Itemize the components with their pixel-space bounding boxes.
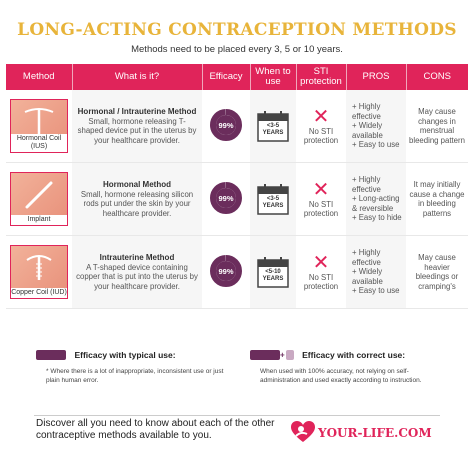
cross-icon: ✕ — [312, 179, 330, 201]
header-what: What is it? — [72, 64, 203, 90]
legend-typical: Efficacy with typical use: * Where there… — [36, 346, 226, 385]
method-cell: Implant — [6, 162, 72, 236]
efficacy-ring: 99% — [210, 182, 242, 214]
logo-text: YOUR-LIFE.COM — [318, 426, 432, 440]
efficacy-cell: 99% — [202, 235, 250, 309]
efficacy-value: 99% — [218, 267, 233, 276]
sti-cell: ✕ No STI protection — [296, 162, 346, 236]
method-cell: Copper Coil (IUD) — [6, 235, 72, 309]
efficacy-ring: 99% — [210, 109, 242, 141]
header-efficacy: Efficacy — [202, 64, 251, 90]
legend-correct-note: When used with 100% accuracy, not relyin… — [260, 368, 422, 384]
page-subtitle: Methods need to be placed every 3, 5 or … — [131, 44, 343, 55]
footer-divider — [34, 415, 440, 416]
implant-image: Implant — [10, 172, 68, 226]
discover-text: Discover all you need to know about each… — [36, 418, 275, 441]
when-cell: <5-10 YEARS — [250, 235, 296, 309]
copper-coil-image: Copper Coil (IUD) — [10, 245, 68, 299]
sti-text: No STI protection — [303, 127, 339, 145]
legend-correct-title: Efficacy with correct use: — [302, 349, 406, 360]
cons-cell: May cause changes in menstrual bleeding … — [406, 90, 468, 163]
what-cell: Intrauterine Method A T-shaped device co… — [72, 235, 202, 309]
pro-item: + Long-acting & reversible — [352, 194, 400, 213]
cross-icon: ✕ — [312, 106, 330, 128]
efficacy-cell: 99% — [202, 90, 250, 163]
header-cons: CONS — [406, 64, 468, 90]
header-sti: STI protection — [296, 64, 347, 90]
pro-item: + Easy to use — [352, 286, 400, 296]
cross-icon: ✕ — [312, 252, 330, 274]
sti-cell: ✕ No STI protection — [296, 90, 346, 163]
when-cell: <3-5 YEARS — [250, 162, 296, 236]
pros-cell: + Highly effective + Widely available + … — [346, 235, 406, 309]
what-cell: Hormonal Method Small, hormone releasing… — [72, 162, 202, 236]
what-desc: Small, hormone releasing silicon rods pu… — [80, 189, 194, 218]
calendar-icon: <5-10 YEARS — [256, 255, 290, 289]
calendar-icon: <3-5 YEARS — [256, 182, 290, 216]
efficacy-value: 99% — [218, 194, 233, 203]
header-method: Method — [6, 64, 73, 90]
table-header-row: Method What is it? Efficacy When to use … — [6, 64, 468, 90]
site-logo: YOUR-LIFE.COM — [290, 420, 450, 444]
efficacy-cell: 99% — [202, 162, 250, 236]
calendar-icon: <3-5 YEARS — [256, 109, 290, 143]
sti-text: No STI protection — [303, 200, 339, 218]
cons-cell: May cause heavier bleedings or cramping'… — [406, 235, 468, 309]
efficacy-disc — [216, 261, 236, 281]
legend-correct: + Efficacy with correct use: When used w… — [250, 346, 440, 385]
legend-typical-title: Efficacy with typical use: — [74, 349, 176, 360]
pro-item: + Widely available — [352, 267, 383, 286]
pros-cell: + Highly effective + Widely available + … — [346, 90, 406, 163]
efficacy-disc — [216, 188, 236, 208]
what-cell: Hormonal / Intrauterine Method Small, ho… — [72, 90, 202, 163]
plus-icon: + — [280, 350, 285, 360]
what-desc: Small, hormone releasing T-shaped device… — [77, 116, 197, 145]
when-cell: <3-5 YEARS — [250, 90, 296, 163]
legend-typical-note: * Where there is a lot of inappropriate,… — [46, 368, 224, 384]
page-title: LONG-ACTING CONTRACEPTION METHODS — [17, 20, 457, 40]
table-row: Implant Hormonal Method Small, hormone r… — [6, 162, 468, 236]
thumb-caption: Copper Coil (IUD) — [11, 288, 67, 298]
what-desc: A T-shaped device containing copper that… — [76, 262, 198, 291]
method-cell: Hormonal Coil (IUS) — [6, 90, 72, 163]
pro-item: + Highly effective — [352, 248, 381, 267]
heart-logo-icon — [291, 421, 315, 442]
pro-item: + Highly effective — [352, 175, 381, 194]
sti-text: No STI protection — [303, 273, 339, 291]
header-when: When to use — [250, 64, 297, 90]
cons-cell: It may initially cause a change in bleed… — [406, 162, 468, 236]
what-title: Intrauterine Method — [99, 253, 175, 262]
header-pros: PROS — [346, 64, 407, 90]
what-title: Hormonal / Intrauterine Method — [77, 107, 197, 116]
efficacy-ring: 99% — [210, 255, 242, 287]
when-value: <3-5 YEARS — [262, 123, 284, 136]
correct-use-extra-swatch — [285, 349, 294, 360]
implant-rod-icon — [25, 181, 53, 209]
methods-table: Method What is it? Efficacy When to use … — [6, 64, 468, 309]
thumb-caption: Implant — [11, 215, 67, 225]
pros-cell: + Highly effective + Long-acting & rever… — [346, 162, 406, 236]
when-value: <5-10 YEARS — [262, 269, 284, 282]
pro-item: + Widely available — [352, 121, 383, 140]
hormonal-coil-image: Hormonal Coil (IUS) — [10, 99, 68, 153]
pro-item: + Easy to hide — [352, 213, 402, 223]
what-title: Hormonal Method — [103, 180, 171, 189]
efficacy-disc — [216, 115, 236, 135]
thumb-caption: Hormonal Coil (IUS) — [11, 134, 67, 152]
table-row: Hormonal Coil (IUS) Hormonal / Intrauter… — [6, 90, 468, 163]
when-value: <3-5 YEARS — [262, 196, 284, 209]
sti-cell: ✕ No STI protection — [296, 235, 346, 309]
table-row: Copper Coil (IUD) Intrauterine Method A … — [6, 235, 468, 309]
correct-use-swatch — [250, 349, 280, 360]
copper-coil-icon — [26, 255, 52, 280]
typical-use-swatch — [36, 349, 66, 360]
efficacy-value: 99% — [218, 121, 233, 130]
pro-item: + Highly effective — [352, 102, 381, 121]
pro-item: + Easy to use — [352, 140, 400, 150]
